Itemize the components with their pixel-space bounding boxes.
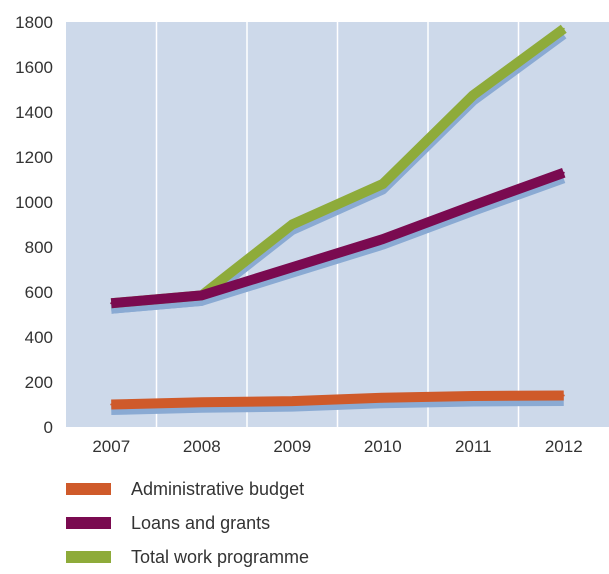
- x-tick-label: 2010: [364, 437, 402, 456]
- legend-item-administrative-budget: Administrative budget: [66, 472, 309, 506]
- y-tick-label: 1200: [15, 148, 53, 167]
- data-point-administrative-budget: [291, 400, 294, 403]
- series-line-administrative-budget: [111, 390, 564, 410]
- x-tick-label: 2012: [545, 437, 583, 456]
- y-tick-label: 1400: [15, 103, 53, 122]
- data-point-total-work-programme: [381, 183, 384, 185]
- data-point-loans-and-grants: [200, 294, 203, 297]
- data-point-total-work-programme: [472, 94, 475, 97]
- legend-label: Loans and grants: [131, 512, 271, 533]
- legend-swatch: [66, 517, 111, 529]
- series-shadow-administrative-budget: [111, 397, 564, 415]
- series-line-loans-and-grants: [110, 168, 566, 309]
- data-point-administrative-budget: [472, 394, 475, 397]
- y-tick-label: 0: [44, 418, 53, 437]
- data-point-loans-and-grants: [110, 302, 113, 305]
- y-tick-label: 800: [25, 238, 53, 257]
- data-point-total-work-programme: [291, 223, 294, 226]
- legend: Administrative budget Loans and grants T…: [66, 472, 309, 574]
- y-tick-label: 200: [25, 373, 53, 392]
- y-tick-label: 600: [25, 283, 53, 302]
- legend-label: Administrative budget: [131, 478, 305, 499]
- data-point-loans-and-grants: [291, 266, 294, 269]
- data-point-loans-and-grants: [472, 204, 475, 207]
- legend-item-total-work-programme: Total work programme: [66, 540, 309, 574]
- x-tick-label: 2007: [92, 437, 130, 456]
- y-tick-label: 400: [25, 328, 53, 347]
- data-point-loans-and-grants: [381, 238, 384, 241]
- legend-swatch: [66, 483, 111, 495]
- legend-label: Total work programme: [131, 546, 310, 567]
- data-point-administrative-budget: [200, 401, 203, 404]
- x-tick-label: 2011: [455, 437, 492, 456]
- x-tick-label: 2008: [183, 437, 221, 456]
- data-point-total-work-programme: [562, 27, 565, 30]
- data-point-loans-and-grants: [562, 171, 565, 174]
- legend-swatch: [66, 551, 111, 563]
- data-point-administrative-budget: [562, 394, 565, 397]
- data-point-administrative-budget: [110, 403, 113, 406]
- y-tick-label: 1800: [15, 13, 53, 32]
- data-point-administrative-budget: [381, 396, 384, 399]
- x-tick-label: 2009: [273, 437, 311, 456]
- y-tick-label: 1600: [15, 58, 53, 77]
- y-tick-label: 1000: [15, 193, 53, 212]
- line-chart: 0 200 400 600 800 1000 1200 1400 1600 1800 2007 20…: [15, 13, 609, 456]
- legend-item-loans-and-grants: Loans and grants: [66, 506, 309, 540]
